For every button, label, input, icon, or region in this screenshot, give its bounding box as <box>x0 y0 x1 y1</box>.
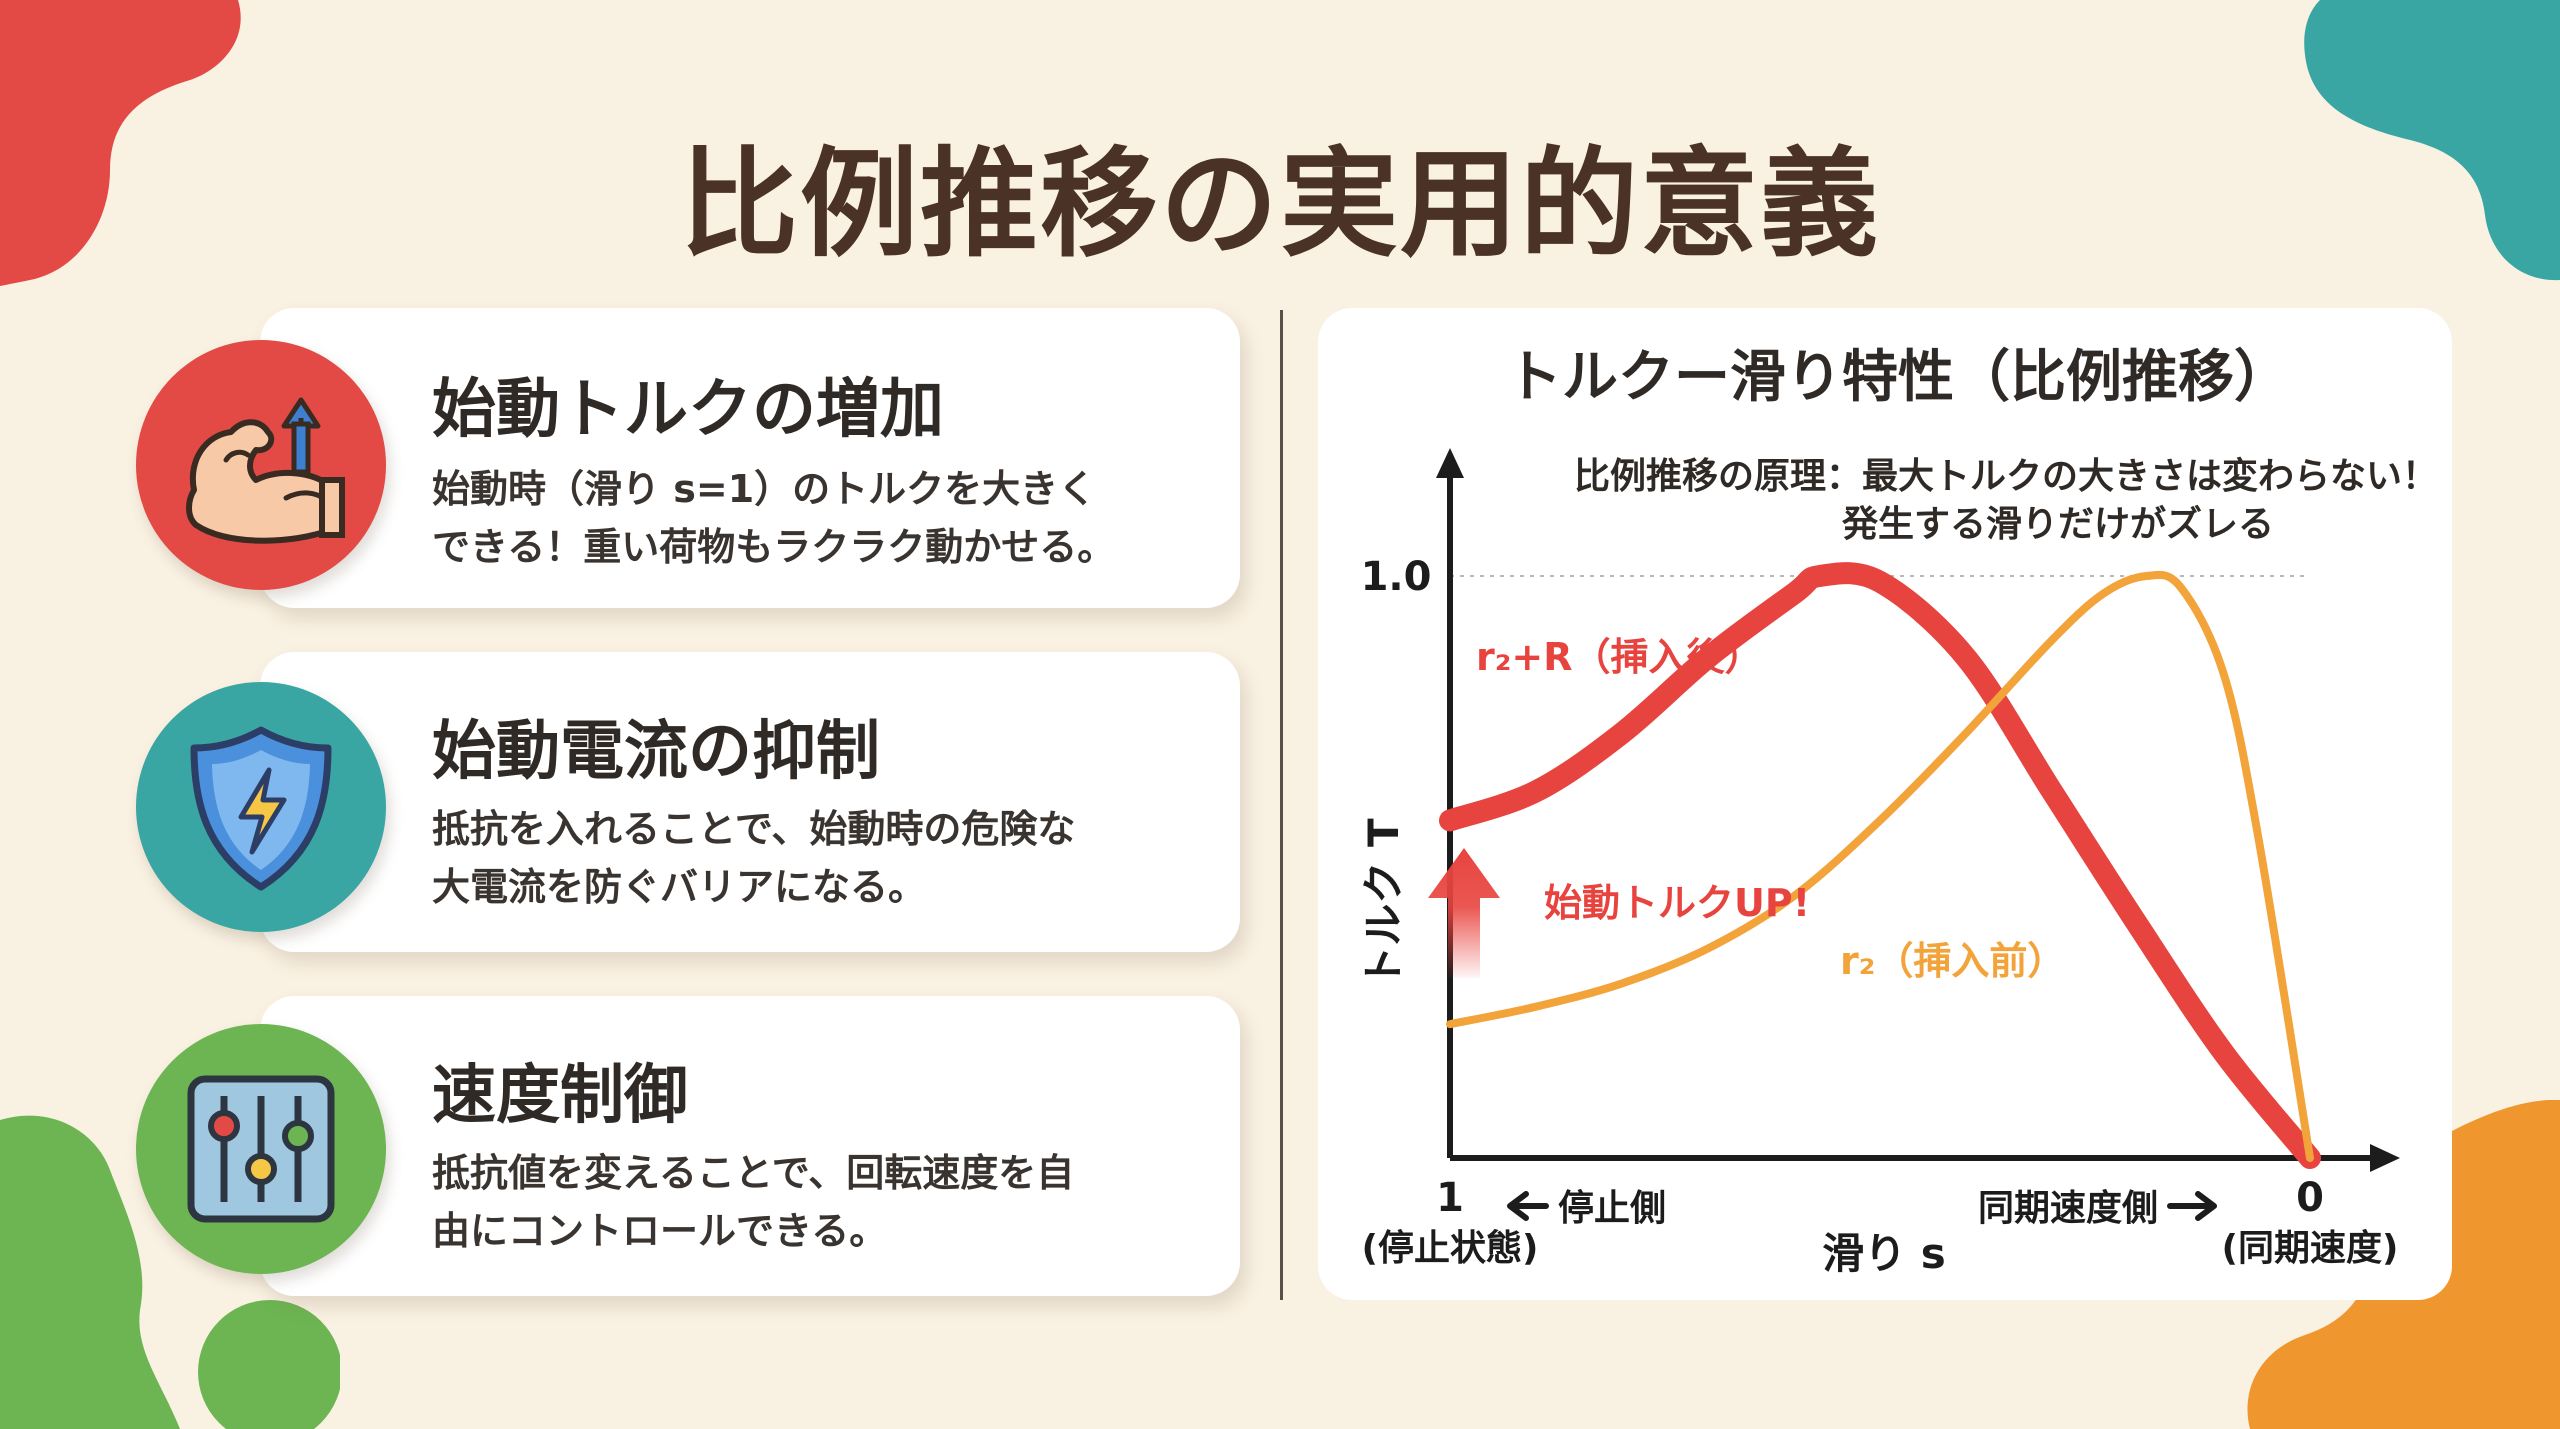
chart-annotation-line-1: 比例推移の原理：最大トルクの大きさは変わらない！ <box>1574 455 2438 497</box>
corner-blob-top-left <box>0 0 241 286</box>
right-arrow-icon <box>2167 1191 2217 1221</box>
card-desc-speed-control: 抵抗値を変えることで、回転速度を自 由にコントロールできる。 <box>432 1144 1222 1260</box>
x-tick-sublabel-left: (停止状態) <box>1362 1228 1539 1269</box>
x-tick-label-right: 0 <box>2296 1175 2324 1221</box>
lightning-shield-icon <box>190 726 332 891</box>
x-tick-sublabel-right: (同期速度) <box>2222 1228 2399 1269</box>
chart-panel: トルクー滑り特性（比例推移） 比例推移の原理：最大トルクの大きさは変わらない！ … <box>1318 308 2452 1300</box>
flexed-arm-arrow-icon <box>186 397 345 544</box>
y-axis-arrowhead <box>1436 448 1464 478</box>
startup-torque-label: 始動トルクUP! <box>1544 881 1810 925</box>
card-desc-line: 抵抗を入れることで、始動時の危険な <box>432 807 1076 851</box>
card-desc-line: 由にコントロールできる。 <box>432 1209 888 1253</box>
slider-controls-icon <box>187 1075 335 1223</box>
card-title-start-current: 始動電流の抑制 <box>432 715 880 789</box>
card-desc-line: 大電流を防ぐバリアになる。 <box>432 865 927 909</box>
column-divider <box>1280 310 1283 1300</box>
left-arrow-icon <box>1507 1191 1549 1221</box>
page-title: 比例推移の実用的意義 <box>679 135 1880 273</box>
x-axis-arrowhead <box>2370 1144 2400 1172</box>
feature-card-start-torque <box>260 308 1240 608</box>
series-line-before <box>1446 570 2314 1162</box>
corner-blob-bottom-left <box>0 1115 340 1429</box>
x-direction-label-sync: 同期速度側 <box>1978 1188 2158 1229</box>
feature-icon-start-torque <box>136 340 386 590</box>
chart-title: トルクー滑り特性（比例推移） <box>1506 345 2290 410</box>
corner-blob-top-right <box>2304 0 2560 281</box>
torque-slip-chart: トルクー滑り特性（比例推移） 比例推移の原理：最大トルクの大きさは変わらない！ … <box>1359 345 2438 1278</box>
series-label-before-text: r₂（挿入前） <box>1840 939 2065 983</box>
x-direction-label-stop: 停止側 <box>1558 1188 1666 1229</box>
card-desc-start-torque: 始動時（滑り s=1）のトルクを大きく できる！重い荷物もラクラク動かせる。 <box>432 460 1222 576</box>
card-desc-line: 抵抗値を変えることで、回転速度を自 <box>432 1151 1075 1195</box>
feature-card-start-current <box>260 652 1240 952</box>
feature-icon-start-current <box>136 682 386 932</box>
series-line-after <box>1439 562 2321 1169</box>
feature-card-speed-control <box>260 996 1240 1296</box>
card-title-start-torque: 始動トルクの増加 <box>432 373 944 447</box>
series-label-after: r₂+R（挿入後） <box>1476 635 1763 679</box>
chart-annotation-line-2: 発生する滑りだけがズレる <box>1842 503 2274 545</box>
y-axis-label: トルク T <box>1359 818 1408 988</box>
y-tick-label-max: 1.0 <box>1361 554 1432 600</box>
card-desc-start-current: 抵抗を入れることで、始動時の危険な 大電流を防ぐバリアになる。 <box>432 800 1222 916</box>
card-desc-line: できる！重い荷物もラクラク動かせる。 <box>432 525 1116 569</box>
card-title-speed-control: 速度制御 <box>432 1059 688 1133</box>
x-tick-label-left: 1 <box>1436 1175 1464 1221</box>
series-layer <box>1439 562 2321 1169</box>
x-axis-label: 滑り s <box>1822 1229 1946 1278</box>
startup-torque-up-arrow-icon <box>1428 848 1500 978</box>
series-label-before: r₂（挿入前） <box>1840 939 2065 983</box>
series-label-after-text: r₂+R（挿入後） <box>1476 635 1763 679</box>
card-desc-line: 始動時（滑り s=1）のトルクを大きく <box>432 467 1097 511</box>
feature-icon-speed-control <box>136 1024 386 1274</box>
